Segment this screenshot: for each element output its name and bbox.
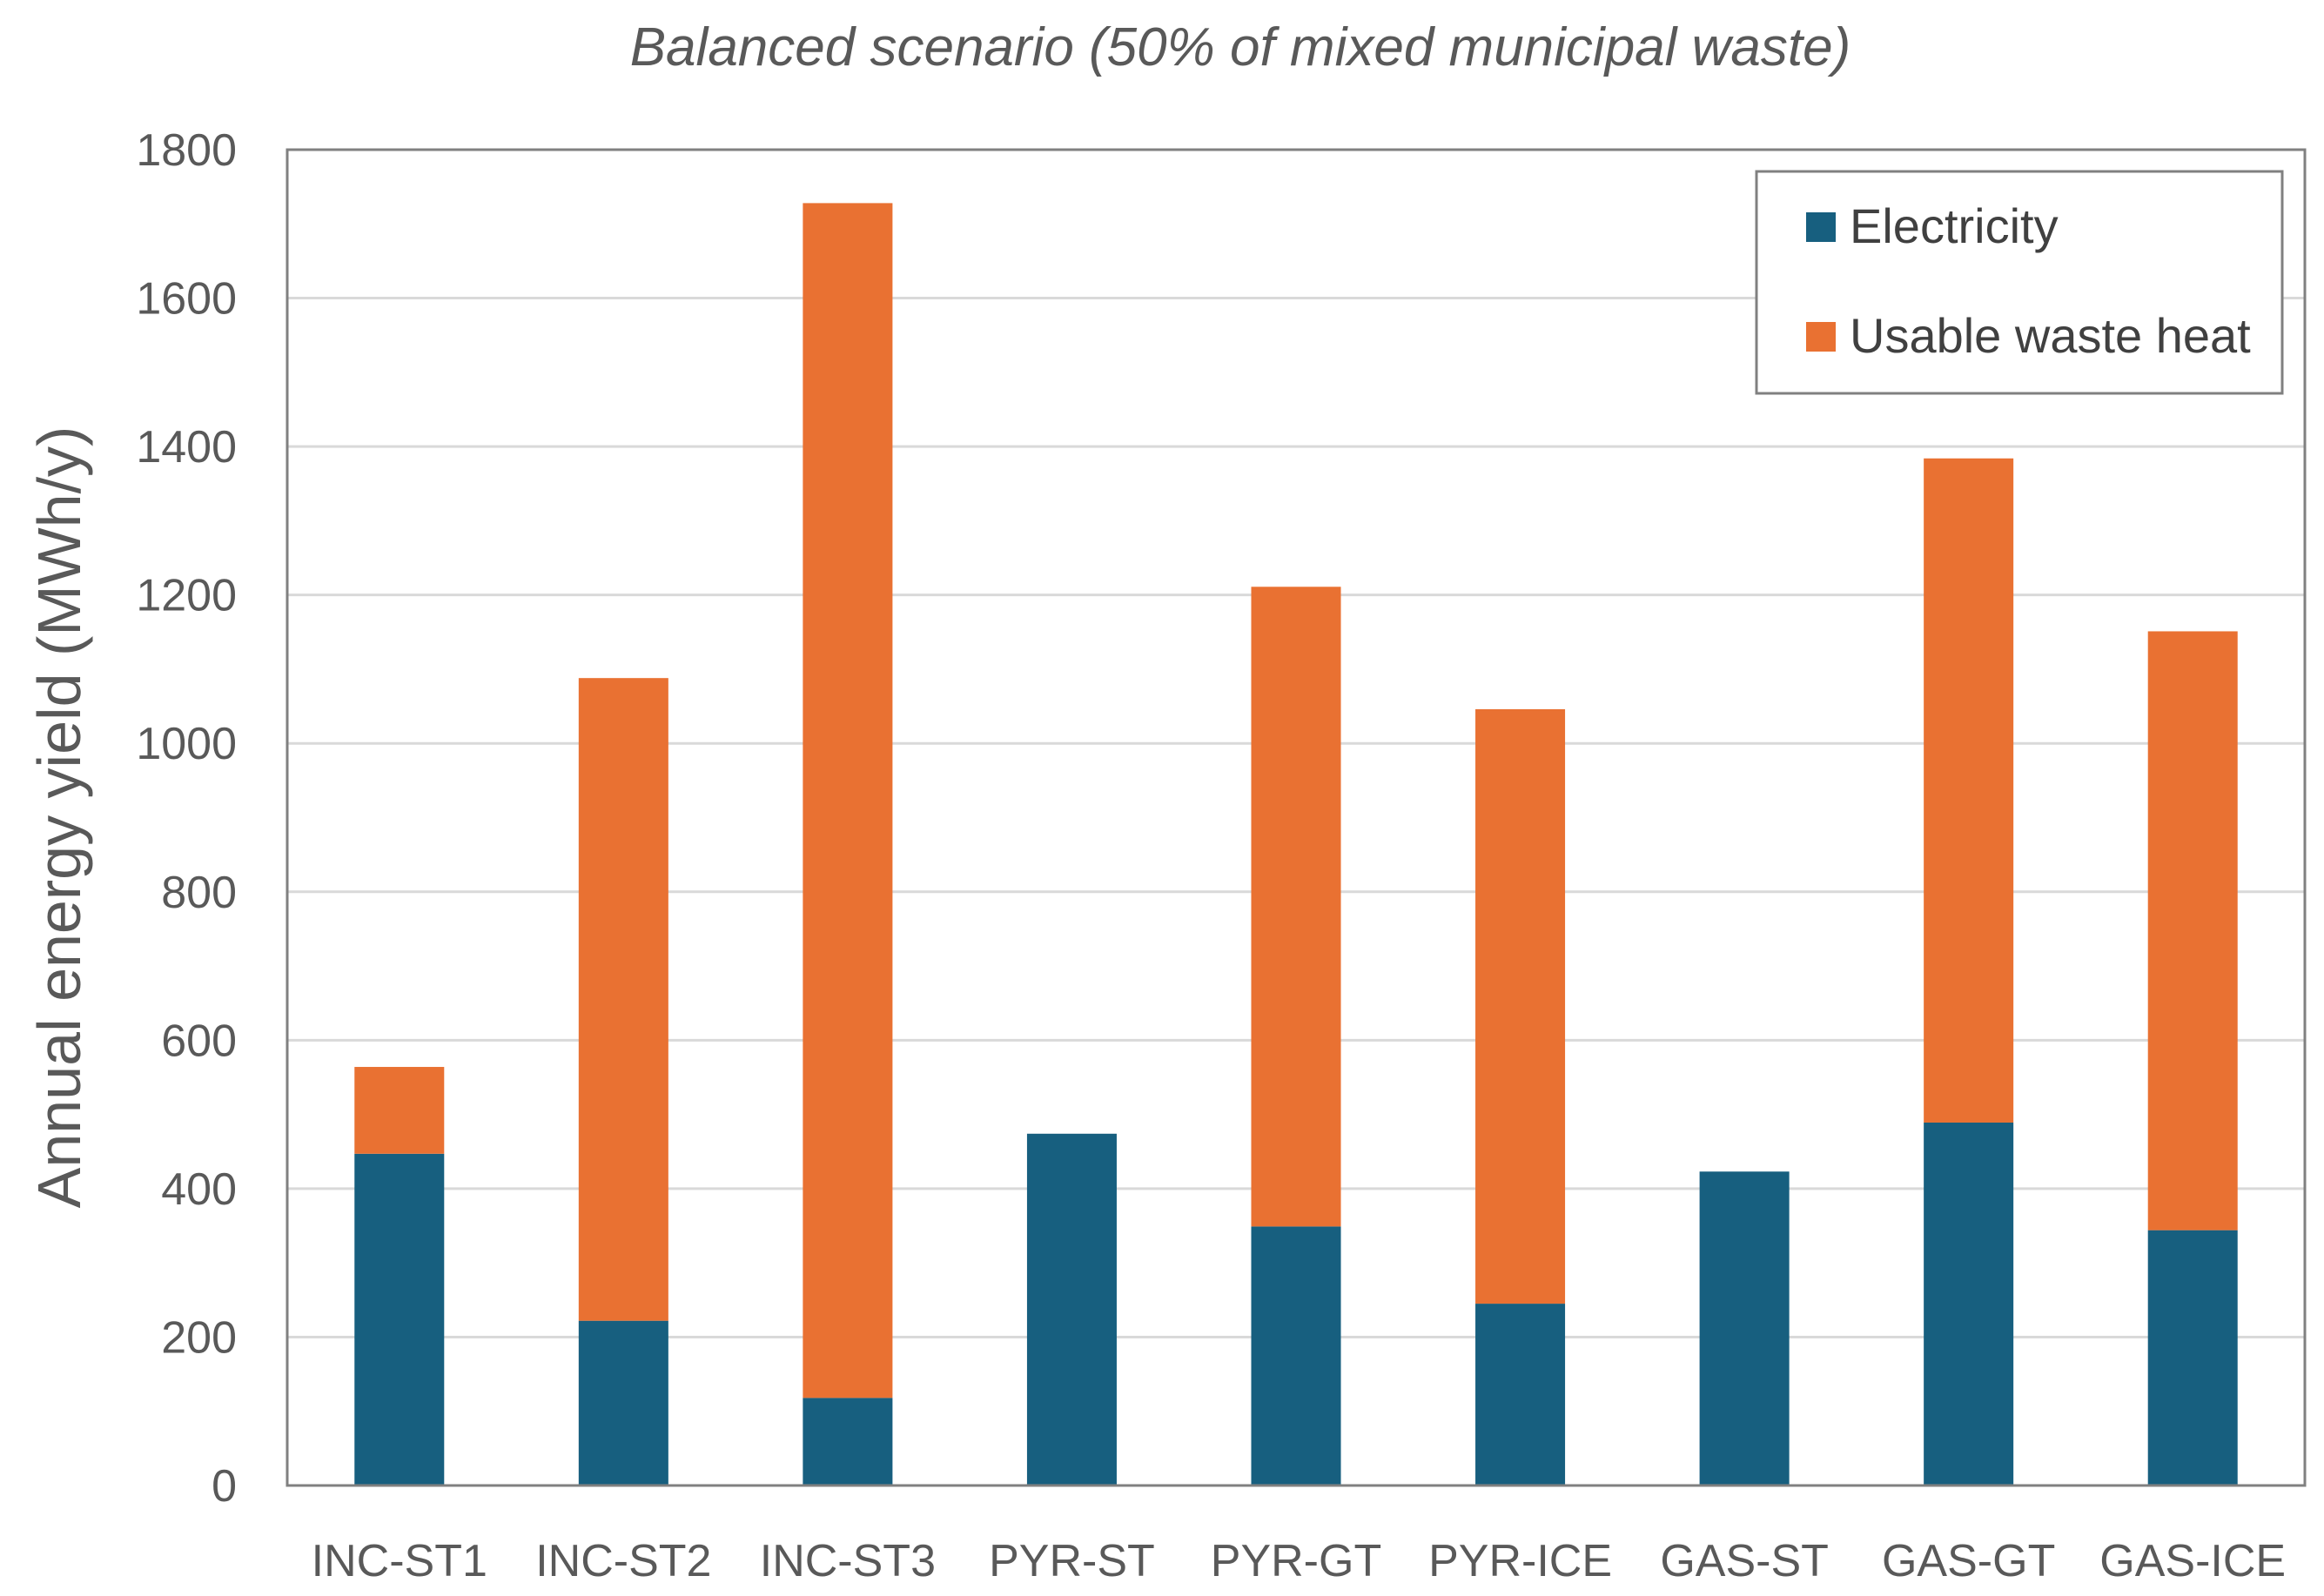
y-tick-label: 1400 — [136, 422, 237, 473]
chart-title: Balanced scenario (50% of mixed municipa… — [630, 17, 1851, 77]
bar-inc-st1-electricity — [354, 1153, 445, 1485]
y-tick-label: 400 — [161, 1164, 237, 1215]
bar-gas-gt-usable-waste-heat — [1924, 458, 2014, 1123]
x-tick-label-inc-st2: INC-ST2 — [535, 1536, 711, 1586]
bar-inc-st2-usable-waste-heat — [578, 678, 668, 1321]
x-tick-label-inc-st1: INC-ST1 — [312, 1536, 487, 1586]
y-tick-label: 1600 — [136, 274, 237, 325]
x-tick-label-inc-st3: INC-ST3 — [760, 1536, 936, 1586]
legend-swatch-usable-waste-heat — [1806, 322, 1836, 352]
y-axis-title: Annual energy yield (MWh/y) — [25, 426, 93, 1209]
x-axis-ticks: INC-ST1 INC-ST2 INC-ST3 PYR-ST PYR-GT PYR-ICE… — [312, 1536, 2286, 1586]
x-tick-label-pyr-ice: PYR-ICE — [1428, 1536, 1612, 1586]
bar-gas-ice-usable-waste-heat — [2147, 631, 2238, 1231]
legend-label-electricity: Electricity — [1850, 198, 2059, 253]
bars — [354, 203, 2238, 1485]
bar-inc-st3-usable-waste-heat — [803, 203, 893, 1398]
x-tick-label-pyr-st: PYR-ST — [989, 1536, 1155, 1586]
bar-gas-gt-electricity — [1924, 1122, 2014, 1485]
x-tick-label-gas-gt: GAS-GT — [1882, 1536, 2055, 1586]
bar-inc-st2-electricity — [578, 1320, 668, 1485]
y-tick-label: 600 — [161, 1016, 237, 1066]
bar-pyr-ice-usable-waste-heat — [1475, 708, 1566, 1304]
bar-inc-st3-electricity — [803, 1398, 893, 1485]
legend: Electricity Usable waste heat — [1755, 170, 2284, 395]
plot-area-frame — [285, 148, 2307, 1487]
bar-inc-st1-usable-waste-heat — [354, 1067, 445, 1154]
y-tick-label: 1200 — [136, 571, 237, 621]
y-tick-label: 1000 — [136, 719, 237, 769]
bar-pyr-ice-electricity — [1475, 1304, 1566, 1485]
bar-pyr-gt-electricity — [1251, 1226, 1341, 1485]
legend-box — [1755, 170, 2284, 395]
bar-gas-ice-electricity — [2147, 1230, 2238, 1485]
bar-gas-st-electricity — [1699, 1171, 1790, 1485]
y-tick-label: 800 — [161, 868, 237, 918]
bar-pyr-gt-usable-waste-heat — [1251, 587, 1341, 1227]
legend-swatch-electricity — [1806, 212, 1836, 242]
y-tick-label: 0 — [212, 1461, 237, 1512]
legend-label-usable-waste-heat: Usable waste heat — [1850, 308, 2251, 363]
x-tick-label-gas-ice: GAS-ICE — [2099, 1536, 2286, 1586]
x-tick-label-pyr-gt: PYR-GT — [1211, 1536, 1381, 1586]
y-tick-label: 200 — [161, 1312, 237, 1363]
x-tick-label-gas-st: GAS-ST — [1660, 1536, 1829, 1586]
y-tick-label: 1800 — [136, 125, 237, 176]
bar-pyr-st-electricity — [1026, 1133, 1117, 1485]
y-axis-ticks: 0 200 400 600 800 1000 1200 1400 1600 1800 — [136, 125, 237, 1512]
